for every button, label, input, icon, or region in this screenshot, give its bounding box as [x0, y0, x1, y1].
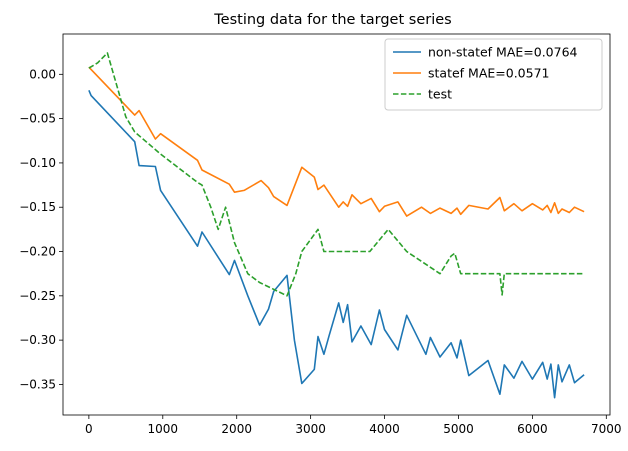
y-tick-label: −0.35: [19, 377, 56, 391]
plot-frame: [62, 33, 611, 416]
x-tick-label: 3000: [295, 422, 326, 436]
legend-label-2: statef MAE=0.0571: [428, 66, 549, 81]
legend-label-1: non-statef MAE=0.0764: [428, 45, 578, 60]
series-line-2: [88, 66, 585, 217]
legend: non-statef MAE=0.0764 statef MAE=0.0571 te…: [384, 38, 603, 111]
x-tick-label: 4000: [369, 422, 400, 436]
y-tick-label: −0.05: [19, 112, 56, 126]
series-line-1: [88, 89, 585, 399]
legend-label-3: test: [428, 87, 452, 102]
x-tick-label: 0: [85, 422, 93, 436]
plot-area: [88, 52, 585, 399]
x-axis: 0 1000 2000 3000 4000 5000 6000 7000: [85, 415, 622, 436]
y-tick-label: 0.00: [29, 67, 56, 81]
y-tick-label: −0.30: [19, 333, 56, 347]
y-tick-label: −0.20: [19, 245, 56, 259]
x-tick-label: 7000: [591, 422, 622, 436]
x-tick-label: 1000: [148, 422, 179, 436]
series-line-3: [88, 52, 585, 297]
x-tick-label: 6000: [517, 422, 548, 436]
x-tick-label: 5000: [443, 422, 474, 436]
y-tick-label: −0.15: [19, 200, 56, 214]
y-axis: 0.00 −0.05 −0.10 −0.15 −0.20 −0.25 −0.30 −0.35: [19, 67, 63, 391]
chart-title: Testing data for the target series: [213, 12, 451, 28]
y-tick-label: −0.10: [19, 156, 56, 170]
legend-box: [384, 38, 603, 111]
x-tick-label: 2000: [221, 422, 252, 436]
y-tick-label: −0.25: [19, 289, 56, 303]
